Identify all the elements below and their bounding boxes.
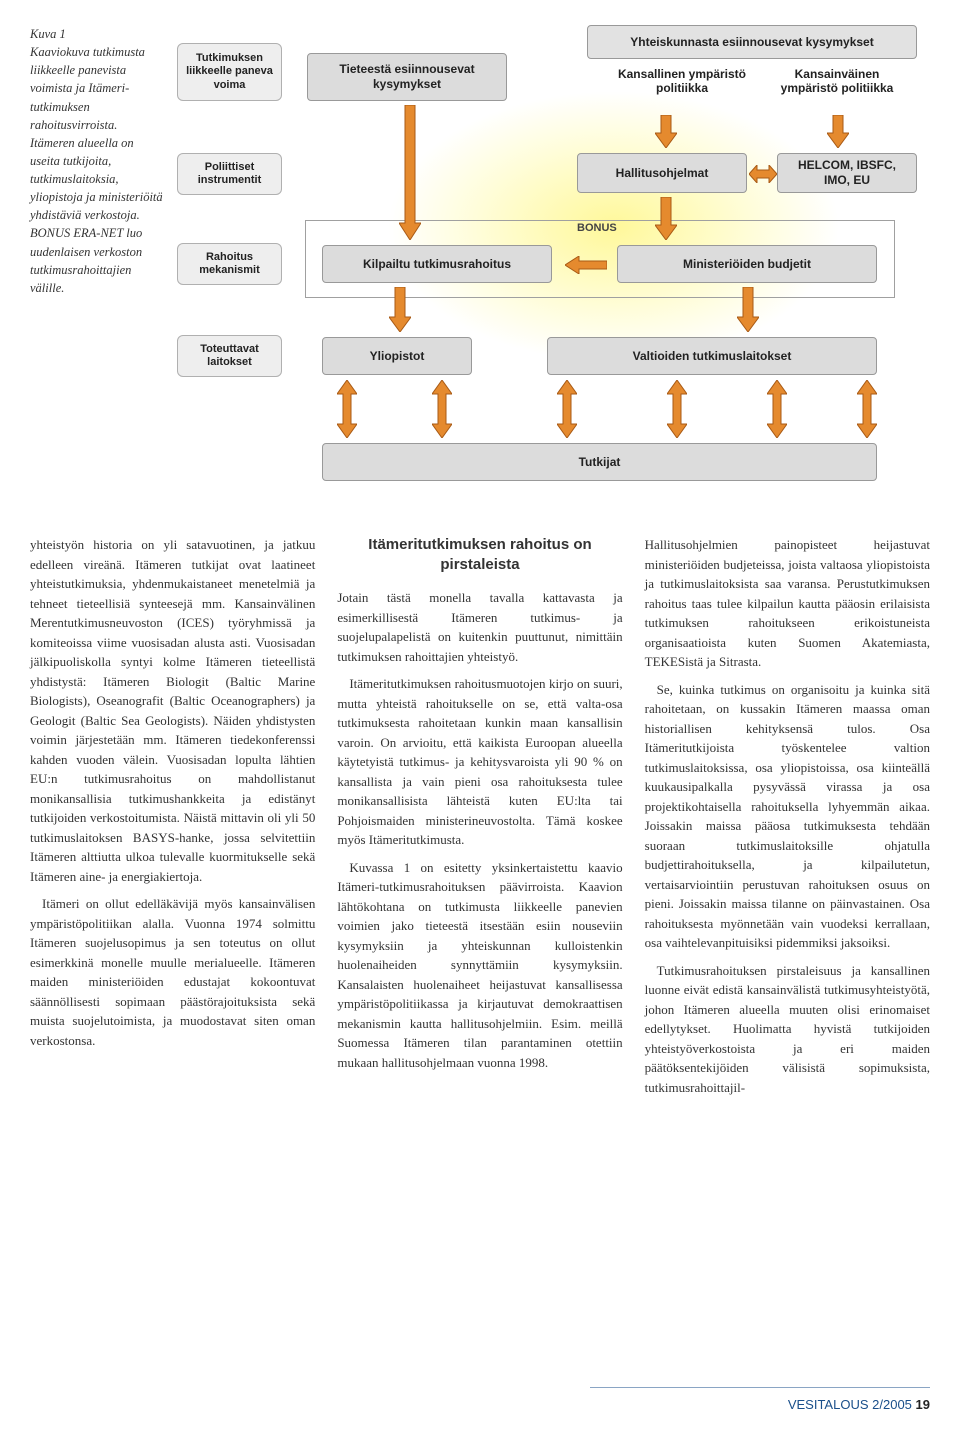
node-competitive-funding: Kilpailtu tutkimusrahoitus — [322, 245, 552, 283]
column-2: Itämeritutkimuksen rahoitus on pirstalei… — [337, 535, 622, 1105]
column-1: yhteistyön historia on yli satavuotinen,… — [30, 535, 315, 1105]
arrow-updown-icon — [767, 380, 787, 438]
top-section: Kuva 1 Kaaviokuva tutkimusta liikkeelle … — [30, 25, 930, 505]
arrow-updown-icon — [557, 380, 577, 438]
row-label-driving-force: Tutkimuksen liikkeelle paneva voima — [177, 43, 282, 101]
node-science-questions: Tieteestä esiinnousevat kysymykset — [307, 53, 507, 101]
arrow-down-icon — [737, 287, 759, 332]
col3-p3: Tutkimusrahoituksen pirstaleisuus ja kan… — [645, 961, 930, 1098]
col1-p1: yhteistyön historia on yli satavuotinen,… — [30, 535, 315, 886]
arrow-updown-icon — [667, 380, 687, 438]
article-body: yhteistyön historia on yli satavuotinen,… — [30, 535, 930, 1105]
column-3: Hallitusohjelmien painopisteet heijastuv… — [645, 535, 930, 1105]
arrow-down-icon — [655, 197, 677, 240]
node-society-questions: Yhteiskunnasta esiinnousevat kysymykset — [587, 25, 917, 59]
footer-issue: 2/2005 — [872, 1397, 912, 1412]
footer-rule — [590, 1387, 930, 1388]
node-researchers: Tutkijat — [322, 443, 877, 481]
subhead-international-env: Kansainväinen ympäristö politiikka — [767, 67, 907, 96]
col2-p3: Kuvassa 1 on esitetty yksinkertaistettu … — [337, 858, 622, 1073]
bonus-label: BONUS — [577, 222, 617, 234]
node-gov-programs: Hallitusohjelmat — [577, 153, 747, 193]
subhead-national-env: Kansallinen ympäristö politiikka — [617, 67, 747, 96]
arrow-down-icon — [655, 115, 677, 148]
col2-p2: Itämeritutkimuksen rahoitusmuotojen kirj… — [337, 674, 622, 850]
col3-p1: Hallitusohjelmien painopisteet heijastuv… — [645, 535, 930, 672]
subheading: Itämeritutkimuksen rahoitus on pirstalei… — [337, 535, 622, 574]
row-label-political: Poliittiset instrumentit — [177, 153, 282, 195]
page-footer: VESITALOUS 2/2005 19 — [788, 1397, 930, 1412]
caption-text: Kaaviokuva tutkimusta liikkeelle panevis… — [30, 43, 165, 297]
arrow-updown-icon — [432, 380, 452, 438]
node-universities: Yliopistot — [322, 337, 472, 375]
node-state-institutes: Valtioiden tutkimuslaitokset — [547, 337, 877, 375]
figure-caption: Kuva 1 Kaaviokuva tutkimusta liikkeelle … — [30, 25, 165, 505]
arrow-left-icon — [565, 256, 607, 274]
col3-p2: Se, kuinka tutkimus on organisoitu ja ku… — [645, 680, 930, 953]
arrow-updown-icon — [857, 380, 877, 438]
node-helcom: HELCOM, IBSFC, IMO, EU — [777, 153, 917, 193]
arrow-updown-icon — [337, 380, 357, 438]
footer-page: 19 — [916, 1397, 930, 1412]
row-label-institutions: Toteuttavat laitokset — [177, 335, 282, 377]
footer-journal: VESITALOUS — [788, 1397, 869, 1412]
flowchart-diagram: Tutkimuksen liikkeelle paneva voima Poli… — [177, 25, 930, 505]
arrow-down-icon — [399, 105, 421, 240]
node-ministry-budgets: Ministeriöiden budjetit — [617, 245, 877, 283]
row-label-funding: Rahoitus mekanismit — [177, 243, 282, 285]
col2-p1: Jotain tästä monella tavalla kattavasta … — [337, 588, 622, 666]
caption-title: Kuva 1 — [30, 25, 165, 43]
arrow-bidirectional-icon — [749, 165, 777, 183]
arrow-down-icon — [389, 287, 411, 332]
arrow-down-icon — [827, 115, 849, 148]
col1-p2: Itämeri on ollut edelläkävijä myös kansa… — [30, 894, 315, 1050]
